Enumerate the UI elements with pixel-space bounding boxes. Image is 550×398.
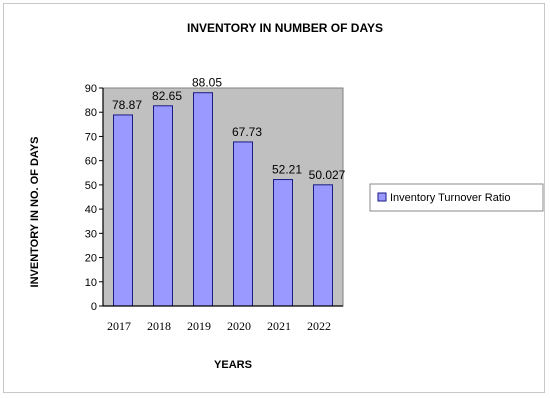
data-label-2020: 67.73: [232, 125, 262, 139]
y-tick-label: 50: [85, 180, 97, 192]
data-label-2019: 88.05: [192, 76, 222, 90]
x-tick-label-2018: 2018: [147, 319, 171, 333]
data-labels: 78.87 82.65 88.05 67.73 52.21 50.027: [112, 76, 346, 182]
legend-entry-label: Inventory Turnover Ratio: [390, 192, 510, 204]
legend-swatch: [377, 192, 387, 202]
bar-2019: [193, 92, 213, 307]
bars: [113, 92, 333, 307]
y-tick-label: 40: [85, 204, 97, 216]
x-axis-title: YEARS: [214, 359, 252, 371]
y-tick-label: 60: [85, 156, 97, 168]
y-tick-label: 0: [91, 301, 97, 313]
data-label-2021: 52.21: [272, 163, 302, 177]
y-tick-label: 30: [85, 228, 97, 240]
y-axis-title: INVENTORY IN NO. OF DAYS: [29, 137, 41, 288]
data-label-2018: 82.65: [152, 89, 182, 103]
x-tick-label-2017: 2017: [107, 319, 131, 333]
y-tick-label: 90: [85, 83, 97, 95]
data-label-2017: 78.87: [112, 98, 142, 112]
y-axis-ticks: 0 10 20 30 40 50 60 70 80 90: [85, 83, 103, 313]
y-tick-label: 70: [85, 131, 97, 143]
x-tick-label-2019: 2019: [187, 319, 211, 333]
bar-2017: [113, 114, 133, 307]
x-axis-ticks: 2017 2018 2019 2020 2021 2022: [107, 319, 331, 333]
bar-2018: [153, 105, 173, 307]
legend: Inventory Turnover Ratio: [369, 183, 544, 212]
x-tick-label-2022: 2022: [307, 319, 331, 333]
x-tick-label-2021: 2021: [267, 319, 291, 333]
y-tick-label: 10: [85, 277, 97, 289]
bar-2021: [273, 179, 293, 307]
bar-2020: [233, 141, 253, 307]
bar-2022: [313, 184, 333, 307]
plot-area: [102, 87, 344, 307]
legend-box: [369, 183, 544, 212]
y-tick-label: 20: [85, 253, 97, 265]
chart-title: INVENTORY IN NUMBER OF DAYS: [187, 21, 383, 35]
data-label-2022: 50.027: [309, 168, 346, 182]
y-tick-label: 80: [85, 107, 97, 119]
x-tick-label-2020: 2020: [227, 319, 251, 333]
